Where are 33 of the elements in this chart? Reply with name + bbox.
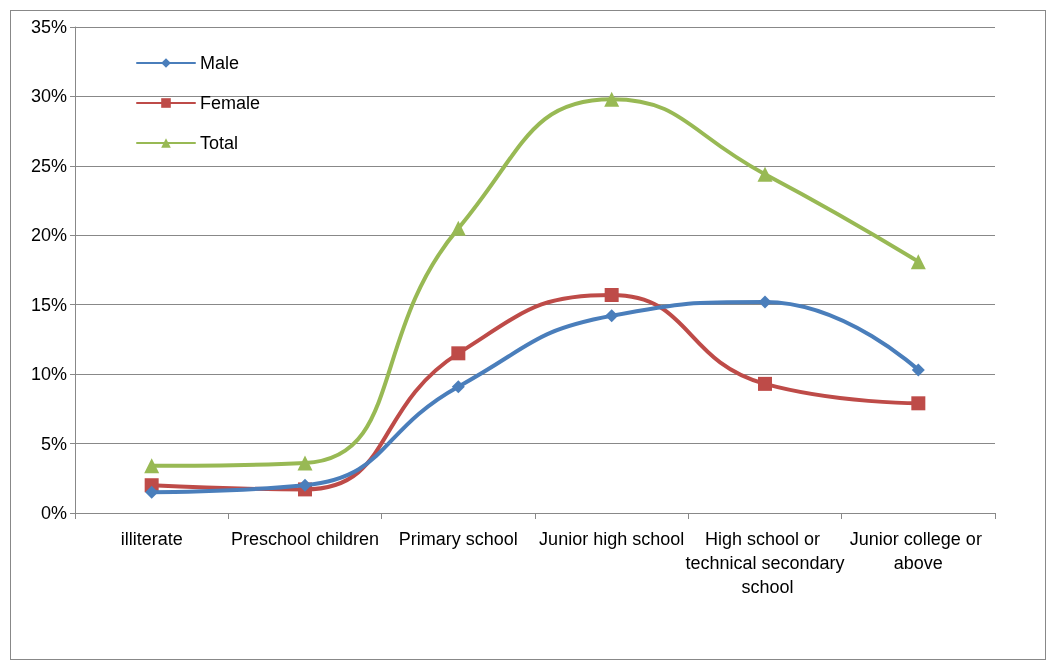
y-tick-label: 15% [30, 294, 67, 315]
point [758, 376, 772, 391]
point [911, 396, 926, 411]
y-tick-label: 20% [30, 225, 67, 246]
legend-label: Male [200, 53, 240, 73]
point [144, 458, 160, 474]
point [757, 166, 773, 182]
x-tick-label: High school or technical secondary school [685, 529, 845, 597]
point [297, 455, 313, 471]
x-tick-label: Junior college or above [849, 529, 987, 573]
x-tick-label: Preschool children [230, 529, 380, 549]
point [145, 485, 159, 499]
point [758, 295, 772, 309]
point [298, 478, 312, 492]
point [604, 91, 620, 107]
x-tick-label: Junior high school [539, 529, 685, 549]
legend-label: Total [200, 133, 239, 153]
point [605, 309, 619, 323]
point [911, 363, 925, 377]
y-tick-label: 5% [40, 433, 67, 454]
y-tick-label: 10% [30, 364, 67, 385]
y-tick-label: 35% [30, 17, 67, 37]
x-tick-label: illiterate [120, 529, 183, 549]
point [451, 346, 466, 361]
y-tick-label: 25% [30, 155, 67, 176]
point [450, 220, 466, 236]
y-tick-label: 0% [40, 503, 67, 523]
point [910, 254, 926, 270]
point [451, 380, 465, 394]
x-tick-label: Primary school [398, 529, 518, 549]
y-tick-label: 30% [30, 86, 67, 107]
legend-label: Female [200, 93, 261, 113]
point [604, 287, 619, 302]
